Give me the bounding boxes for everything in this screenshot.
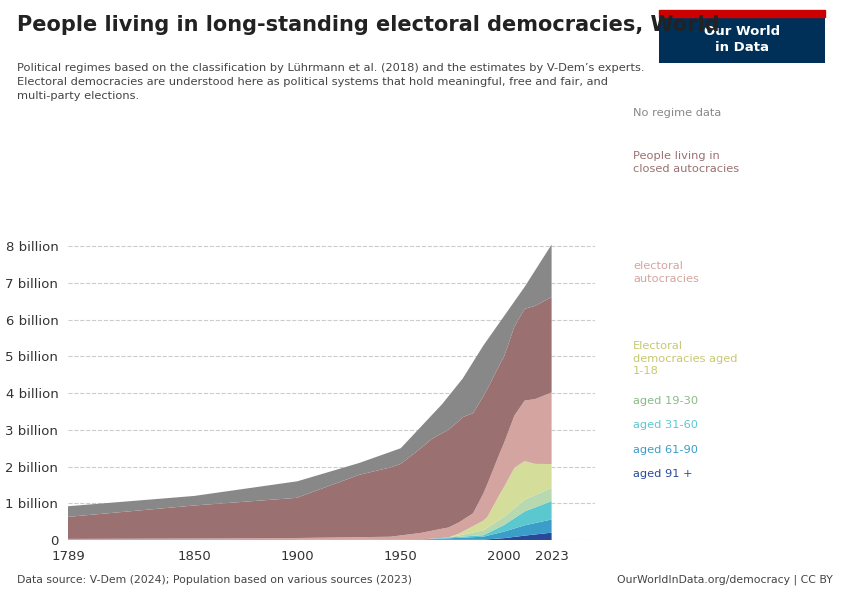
Text: aged 31-60: aged 31-60 (633, 420, 698, 430)
Text: People living in
closed autocracies: People living in closed autocracies (633, 151, 740, 174)
Text: Political regimes based on the classification by Lührmann et al. (2018) and the : Political regimes based on the classific… (17, 63, 644, 101)
Text: No regime data: No regime data (633, 108, 722, 118)
Text: Our World
in Data: Our World in Data (704, 25, 779, 54)
Bar (659, 10, 824, 17)
Text: OurWorldInData.org/democracy | CC BY: OurWorldInData.org/democracy | CC BY (617, 575, 833, 585)
Text: Electoral
democracies aged
1-18: Electoral democracies aged 1-18 (633, 341, 738, 376)
Text: aged 91 +: aged 91 + (633, 469, 693, 479)
Text: aged 19-30: aged 19-30 (633, 396, 699, 406)
Text: Data source: V-Dem (2024); Population based on various sources (2023): Data source: V-Dem (2024); Population ba… (17, 575, 412, 585)
Text: People living in long-standing electoral democracies, World: People living in long-standing electoral… (17, 15, 719, 35)
Text: electoral
autocracies: electoral autocracies (633, 261, 699, 284)
Text: aged 61-90: aged 61-90 (633, 445, 698, 455)
